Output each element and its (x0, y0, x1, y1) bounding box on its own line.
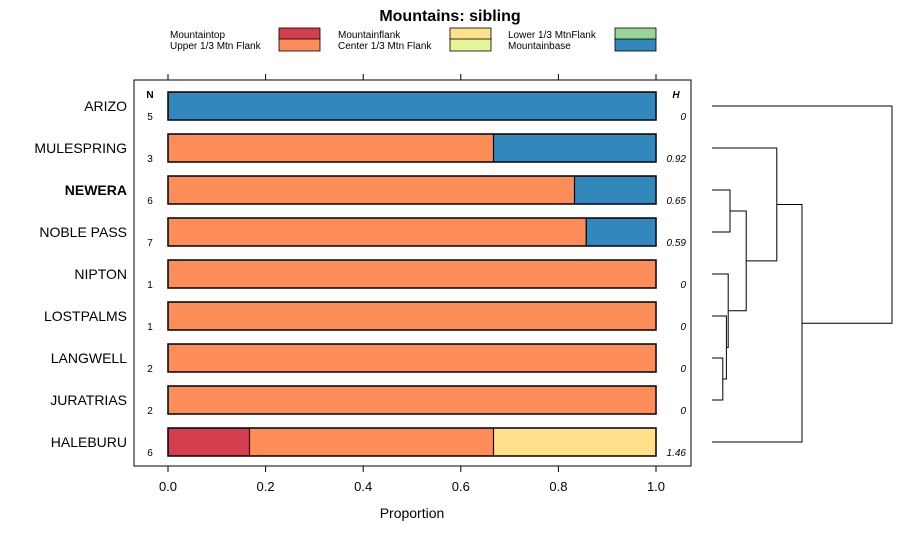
row-h-langwell: 0 (680, 364, 686, 375)
bar-segment-newera-mountainbase (574, 176, 656, 204)
row-n-mulespring: 3 (147, 154, 153, 165)
bar-segment-mulespring-upper-1-3-mtn-flank (168, 134, 494, 162)
row-h-noble-pass: 0.59 (667, 238, 687, 249)
x-axis-label: Proportion (380, 505, 445, 521)
dendrogram (712, 105, 893, 443)
bar-row-mulespring (167, 133, 657, 163)
bar-row-haleburu (167, 427, 657, 457)
bar-segment-langwell-upper-1-3-mtn-flank (168, 344, 656, 372)
legend: Mountaintop Mountainflank Lower 1/3 MtnFla… (170, 27, 657, 52)
bar-segment-mulespring-mountainbase (493, 134, 656, 162)
row-label-nipton: NIPTON (74, 266, 127, 282)
bar-segment-arizo-mountainbase (168, 92, 656, 120)
legend-label-center-1-3-mtn-flank: Center 1/3 Mtn Flank (338, 41, 432, 52)
row-n-langwell: 2 (147, 364, 153, 375)
bar-segment-haleburu-mountaintop (168, 428, 250, 456)
bar-row-newera (167, 175, 657, 205)
row-h-haleburu: 1.46 (667, 448, 687, 459)
bar-segment-haleburu-upper-1-3-mtn-flank (249, 428, 494, 456)
bar-outline-arizo (167, 91, 657, 121)
bar-row-arizo (167, 91, 657, 121)
x-axis: 0.0 0.2 0.4 0.6 0.8 1.0 (159, 74, 665, 494)
legend-swatch-mountaintop (278, 27, 321, 41)
legend-label-lower-1-3-mtnflank: Lower 1/3 MtnFlank (508, 30, 597, 41)
bar-outline-juratrias (167, 385, 657, 415)
x-tick-label: 0.4 (354, 479, 372, 494)
bar-segment-noble-pass-mountainbase (586, 218, 656, 246)
row-n-lostpalms: 1 (147, 322, 153, 333)
row-h-newera: 0.65 (667, 196, 687, 207)
dendrogram-branch-m6 (712, 147, 778, 262)
bar-outline-nipton (167, 259, 657, 289)
bar-segment-juratrias-upper-1-3-mtn-flank (168, 386, 656, 414)
bar-segment-haleburu-mountainflank (493, 428, 656, 456)
x-tick-label: 0.2 (257, 479, 275, 494)
bar-outline-mulespring (167, 133, 657, 163)
row-n-juratrias: 2 (147, 406, 153, 417)
bar-row-langwell (167, 343, 657, 373)
row-h-mulespring: 0.92 (667, 154, 687, 165)
n-header: N (146, 90, 153, 101)
row-h-nipton: 0 (680, 280, 686, 291)
row-h-lostpalms: 0 (680, 322, 686, 333)
row-h-arizo: 0 (680, 112, 686, 123)
legend-label-mountaintop: Mountaintop (170, 30, 225, 41)
row-n-noble-pass: 7 (147, 238, 153, 249)
row-labels: ARIZO 5 0 MULESPRING 3 0.92 NEWERA 6 0.65 NOBLE P… (34, 98, 686, 459)
dendrogram-branch-m4 (712, 273, 729, 348)
dendrogram-branch-m5 (728, 210, 747, 312)
row-label-arizo: ARIZO (84, 98, 127, 114)
bar-outline-newera (167, 175, 657, 205)
chart-title: Mountains: sibling (379, 8, 520, 25)
legend-label-mountainbase: Mountainbase (508, 41, 571, 52)
x-tick-label: 0.8 (549, 479, 567, 494)
bar-outline-haleburu (167, 427, 657, 457)
row-n-nipton: 1 (147, 280, 153, 291)
bar-outline-noble-pass (167, 217, 657, 247)
row-label-noble-pass: NOBLE PASS (39, 224, 127, 240)
bars (167, 91, 657, 457)
bar-row-lostpalms (167, 301, 657, 331)
bar-row-nipton (167, 259, 657, 289)
row-label-juratrias: JURATRIAS (50, 392, 127, 408)
row-label-haleburu: HALEBURU (51, 434, 127, 450)
x-tick-label: 0.0 (159, 479, 177, 494)
dendrogram-branch-m2 (712, 357, 724, 401)
legend-label-mountainflank: Mountainflank (338, 30, 401, 41)
bar-segment-nipton-upper-1-3-mtn-flank (168, 260, 656, 288)
legend-swatch-mountainbase (614, 38, 657, 52)
legend-swatch-mountainflank (449, 27, 492, 41)
plot-frame (133, 79, 692, 467)
bar-segment-noble-pass-upper-1-3-mtn-flank (168, 218, 587, 246)
row-n-newera: 6 (147, 196, 153, 207)
x-tick-label: 1.0 (647, 479, 665, 494)
row-h-juratrias: 0 (680, 406, 686, 417)
row-label-langwell: LANGWELL (51, 350, 127, 366)
legend-swatch-center-1-3-mtn-flank (449, 38, 492, 52)
bar-segment-lostpalms-upper-1-3-mtn-flank (168, 302, 656, 330)
row-label-newera: NEWERA (65, 182, 127, 198)
bar-outline-lostpalms (167, 301, 657, 331)
bar-outline-langwell (167, 343, 657, 373)
legend-swatch-upper-1-3-mtn-flank (278, 38, 321, 52)
x-tick-label: 0.6 (452, 479, 470, 494)
dendrogram-branch-m8 (712, 105, 893, 324)
bar-segment-newera-upper-1-3-mtn-flank (168, 176, 575, 204)
row-label-mulespring: MULESPRING (34, 140, 127, 156)
row-label-lostpalms: LOSTPALMS (44, 308, 127, 324)
dendrogram-branch-m1 (712, 189, 731, 233)
legend-swatch-lower-1-3-mtnflank (614, 27, 657, 41)
bar-row-juratrias (167, 385, 657, 415)
legend-label-upper-1-3-mtn-flank: Upper 1/3 Mtn Flank (170, 41, 262, 52)
row-n-haleburu: 6 (147, 448, 153, 459)
dendrogram-branch-m7 (712, 203, 803, 443)
h-header: H (672, 90, 680, 101)
bar-row-noble-pass (167, 217, 657, 247)
row-n-arizo: 5 (147, 112, 153, 123)
dendrogram-branch-m3 (712, 315, 727, 380)
